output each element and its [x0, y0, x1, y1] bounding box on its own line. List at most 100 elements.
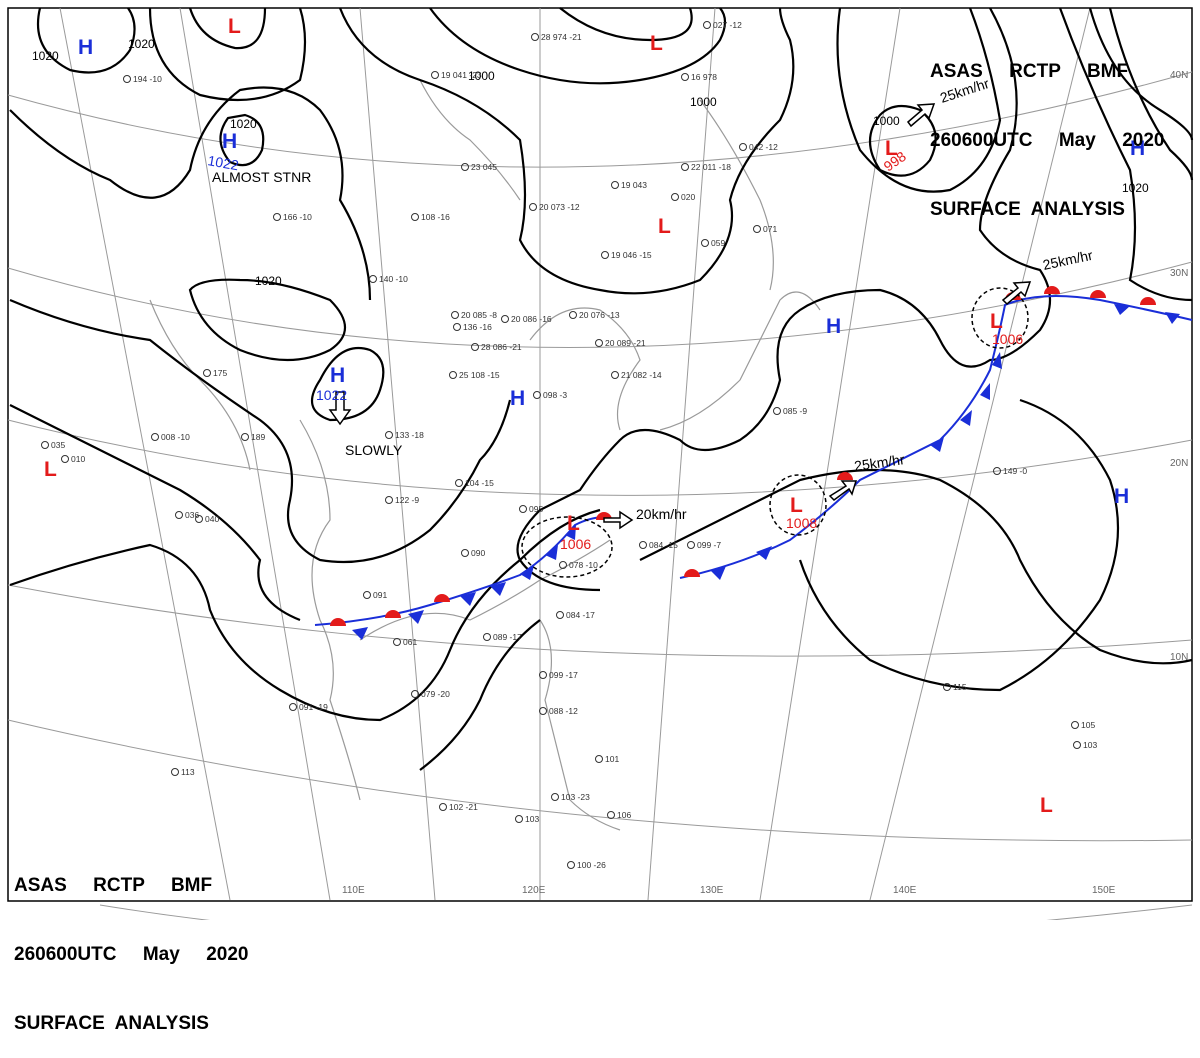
station-report: 133 -18: [395, 430, 424, 440]
header-line: SURFACE ANALYSIS: [930, 199, 1125, 220]
pressure-systems: H H H H H H H L L L L L L L L L: [44, 15, 1145, 817]
station-marker: [773, 407, 781, 415]
motion-arrows: [328, 103, 1032, 530]
station-report: 085 -9: [783, 406, 807, 416]
station-marker: [123, 75, 131, 83]
station-marker: [701, 239, 709, 247]
station-marker: [461, 163, 469, 171]
station-report: 106: [617, 810, 631, 820]
coastlines: [149, 79, 821, 831]
station-report: 020: [681, 192, 695, 202]
station-report: 035: [51, 440, 65, 450]
station-marker: [567, 861, 575, 869]
latitude-label: 40N: [1170, 70, 1188, 81]
map-frame: [7, 7, 1193, 902]
station-report: 108 -16: [421, 212, 450, 222]
high-center-letter: H: [510, 387, 525, 410]
station-marker: [273, 213, 281, 221]
low-circulation-rings: [521, 287, 1029, 578]
isobar-labels: 1020 1020 1020 1000 1000 1000 1020 1020: [32, 37, 1149, 288]
station-marker: [195, 515, 203, 523]
station-report: 136 -16: [463, 322, 492, 332]
station-marker: [739, 143, 747, 151]
station-report: 078 -10: [569, 560, 598, 570]
low-pressure-value: 1008: [786, 515, 817, 531]
header-line: ASAS RCTP BMF: [14, 875, 213, 896]
station-marker: [61, 455, 69, 463]
pressure-values: 1022 1022 998 1006 1006 1008: [206, 148, 1023, 552]
low-center-letter: L: [658, 215, 671, 238]
station-report: 20 089 -21: [605, 338, 646, 348]
station-marker: [151, 433, 159, 441]
header-line: 260600UTC May 2020: [14, 944, 249, 965]
station-report: 084 -17: [566, 610, 595, 620]
station-marker: [551, 793, 559, 801]
station-marker: [203, 369, 211, 377]
station-report: 25 108 -15: [459, 370, 500, 380]
station-report: 19 046 -15: [611, 250, 652, 260]
station-observations: 28 974 -21 16 978 19 041 -23 23 045 20 073 -…: [41, 20, 1097, 870]
isobar-label: 1020: [128, 37, 155, 51]
station-marker: [455, 479, 463, 487]
station-report: 008 -10: [161, 432, 190, 442]
isobar-label: 1020: [32, 49, 59, 63]
station-marker: [681, 73, 689, 81]
station-report: 28 086 -21: [481, 342, 522, 352]
station-marker: [369, 275, 377, 283]
station-marker: [171, 768, 179, 776]
station-marker: [1071, 721, 1079, 729]
station-marker: [175, 511, 183, 519]
cold-front-symbols: [352, 304, 1180, 640]
station-report: 20 086 -16: [511, 314, 552, 324]
station-report: 095: [529, 504, 543, 514]
station-report: 079 -20: [421, 689, 450, 699]
station-report: 194 -10: [133, 74, 162, 84]
station-report: 189: [251, 432, 265, 442]
station-report: 084 -15: [649, 540, 678, 550]
station-report: 098 -3: [543, 390, 567, 400]
high-center-letter: H: [1130, 137, 1145, 160]
station-marker: [515, 815, 523, 823]
station-report: 122 -9: [395, 495, 419, 505]
station-marker: [533, 391, 541, 399]
station-marker: [687, 541, 695, 549]
station-marker: [1073, 741, 1081, 749]
station-marker: [943, 683, 951, 691]
station-report: 103 -23: [561, 792, 590, 802]
high-center-letter: H: [826, 315, 841, 338]
station-report: 20 076 -13: [579, 310, 620, 320]
station-marker: [601, 251, 609, 259]
station-marker: [611, 371, 619, 379]
station-report: 036: [185, 510, 199, 520]
station-marker: [289, 703, 297, 711]
station-marker: [363, 591, 371, 599]
low-center-letter: L: [650, 32, 663, 55]
station-report: 027 -12: [713, 20, 742, 30]
header-line: 260600UTC May 2020: [930, 130, 1165, 151]
high-center-letter: H: [1114, 485, 1129, 508]
station-report: 104 -15: [465, 478, 494, 488]
isobar-label: 1000: [873, 114, 900, 128]
station-marker: [703, 21, 711, 29]
station-marker: [411, 690, 419, 698]
station-report: 099 -7: [697, 540, 721, 550]
high-motion-note: SLOWLY: [345, 442, 403, 458]
low-motion-note: 20km/hr: [636, 506, 687, 522]
station-marker: [241, 433, 249, 441]
isobar-label: 1020: [230, 117, 257, 131]
latitude-label: 10N: [1170, 652, 1188, 663]
latitude-label: 30N: [1170, 268, 1188, 279]
longitude-lines: [59, 7, 1091, 901]
header-top: ASAS RCTP BMF 260600UTC May 2020 SURFACE…: [930, 14, 1164, 244]
header-bottom: ASAS RCTP BMF 260600UTC May 2020 SURFACE…: [14, 828, 248, 1058]
station-marker: [569, 311, 577, 319]
station-marker: [483, 633, 491, 641]
isobar-label: 1000: [468, 69, 495, 83]
low-center-letter: L: [885, 137, 898, 160]
longitude-label: 110E: [342, 885, 365, 896]
latitude-label: 20N: [1170, 458, 1188, 469]
station-report: 010: [71, 454, 85, 464]
high-center-letter: H: [330, 364, 345, 387]
low-center-letter: L: [990, 310, 1003, 333]
station-report: 105: [1081, 720, 1095, 730]
